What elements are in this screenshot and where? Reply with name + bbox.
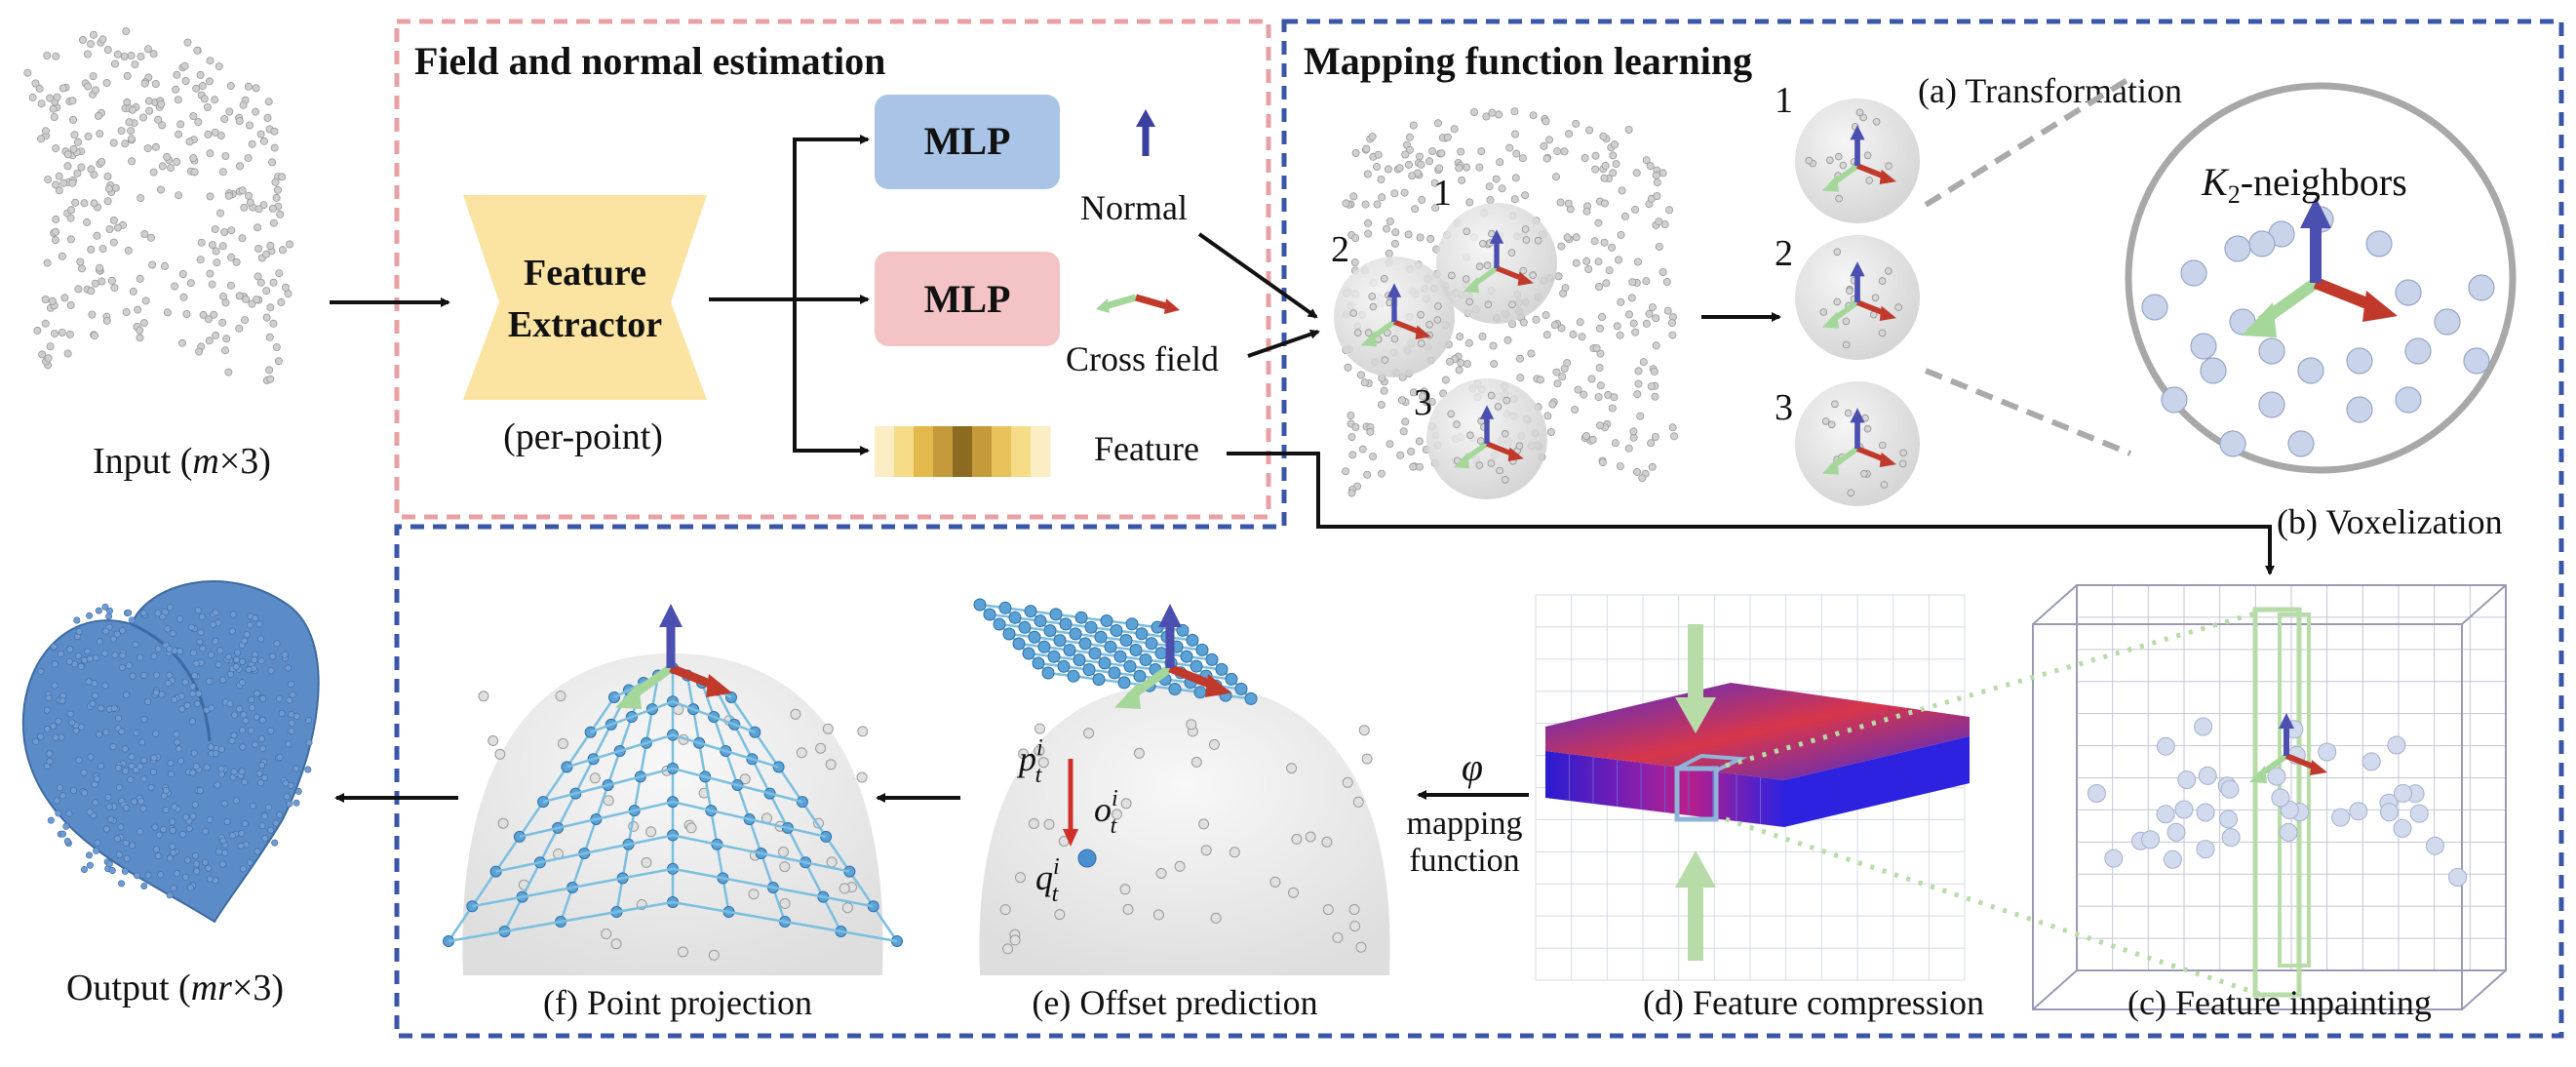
inpainting-label: (c) Feature inpainting <box>2127 983 2432 1022</box>
normal-label: Normal <box>1080 188 1188 227</box>
mlp-top-block <box>875 95 1060 189</box>
feature-extractor-line1: Feature <box>524 253 646 294</box>
zoom-connector-top <box>1924 75 2132 208</box>
compression-label: (d) Feature compression <box>1643 983 1984 1022</box>
projection-label: (f) Point projection <box>543 983 812 1022</box>
output-label: Output (mr×3) <box>66 968 284 1008</box>
feature-vector-bar <box>875 426 1051 477</box>
cross-field-icon <box>1096 294 1180 314</box>
offset-label: (e) Offset prediction <box>1032 983 1317 1022</box>
normal-arrow-icon <box>1136 109 1155 156</box>
transformation-title: (a) Transformation <box>1918 71 2182 110</box>
field-normal-title: Field and normal estimation <box>414 39 885 83</box>
field-normal-section-border <box>394 19 1271 520</box>
branch-to-feature <box>793 299 870 455</box>
arrow-normal-to-mapping <box>1197 232 1318 319</box>
transform-item-label: 1 <box>1775 80 1793 121</box>
mapping-symbol: φ <box>1462 745 1483 789</box>
neighbors-label: K2-neighbors <box>2201 160 2407 209</box>
feature-extractor-line2: Extractor <box>508 304 662 345</box>
arrow-crossfield-to-mapping <box>1247 329 1320 358</box>
patch-label: 1 <box>1433 173 1452 214</box>
output-point-cloud <box>21 580 320 924</box>
compression-voxel-grid <box>1535 594 2263 998</box>
voxelization-label: (b) Voxelization <box>2277 502 2503 541</box>
transformed-patches: 1 2 3 <box>1775 80 1920 506</box>
mlp-bottom-block <box>875 252 1060 346</box>
cross-field-label: Cross field <box>1066 339 1219 378</box>
zoom-connector-bottom <box>1924 368 2132 456</box>
feature-extractor-block <box>463 195 707 400</box>
feature-extractor-caption: (per-point) <box>503 416 663 457</box>
offset-prediction-scene: pi toi tqi t <box>973 598 1390 975</box>
mlp-top-label: MLP <box>924 119 1011 163</box>
arrow-feature-to-voxelization <box>1227 452 2275 575</box>
mapping-title: Mapping function learning <box>1304 39 1752 83</box>
k2-neighbors-zoom <box>2125 82 2517 474</box>
branch-to-mlp-top <box>793 135 870 299</box>
input-label: Input (m×3) <box>93 441 271 482</box>
patch-label: 2 <box>1331 229 1349 270</box>
mapping-line1: mapping <box>1407 806 1523 842</box>
mapping-line2: function <box>1409 843 1519 879</box>
input-point-cloud <box>23 27 293 385</box>
mlp-bottom-label: MLP <box>924 277 1011 321</box>
patch-label: 3 <box>1414 382 1432 423</box>
transform-item-label: 3 <box>1775 387 1793 428</box>
local-patches: 1 2 3 <box>1331 173 1557 499</box>
inpainting-voxel-grid <box>2032 584 2507 1010</box>
transform-item-label: 2 <box>1775 233 1793 274</box>
feature-label: Feature <box>1094 429 1199 468</box>
point-projection-scene <box>443 604 903 975</box>
